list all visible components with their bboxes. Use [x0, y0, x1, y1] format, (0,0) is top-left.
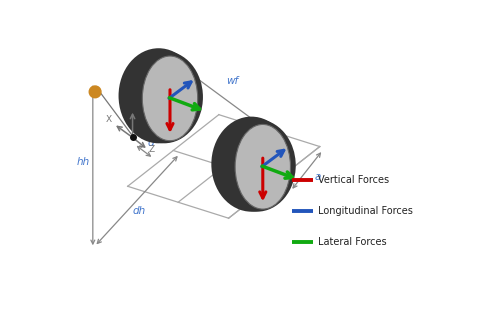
Text: Y: Y [128, 98, 133, 108]
Text: dh: dh [133, 206, 146, 216]
Ellipse shape [211, 117, 291, 212]
Text: Vertical Forces: Vertical Forces [318, 175, 389, 185]
Text: a: a [315, 172, 321, 182]
Text: d: d [147, 138, 154, 147]
Circle shape [89, 86, 101, 98]
Text: Longitudinal Forces: Longitudinal Forces [318, 206, 413, 216]
Ellipse shape [142, 56, 198, 141]
Text: hh: hh [76, 157, 90, 167]
Ellipse shape [125, 51, 203, 143]
Text: Z: Z [148, 146, 155, 154]
Ellipse shape [119, 48, 199, 143]
Text: X: X [106, 115, 112, 124]
Ellipse shape [235, 125, 290, 209]
Text: wf: wf [227, 76, 239, 86]
Ellipse shape [218, 119, 296, 212]
Text: h: h [146, 121, 153, 131]
Text: Lateral Forces: Lateral Forces [318, 237, 387, 247]
